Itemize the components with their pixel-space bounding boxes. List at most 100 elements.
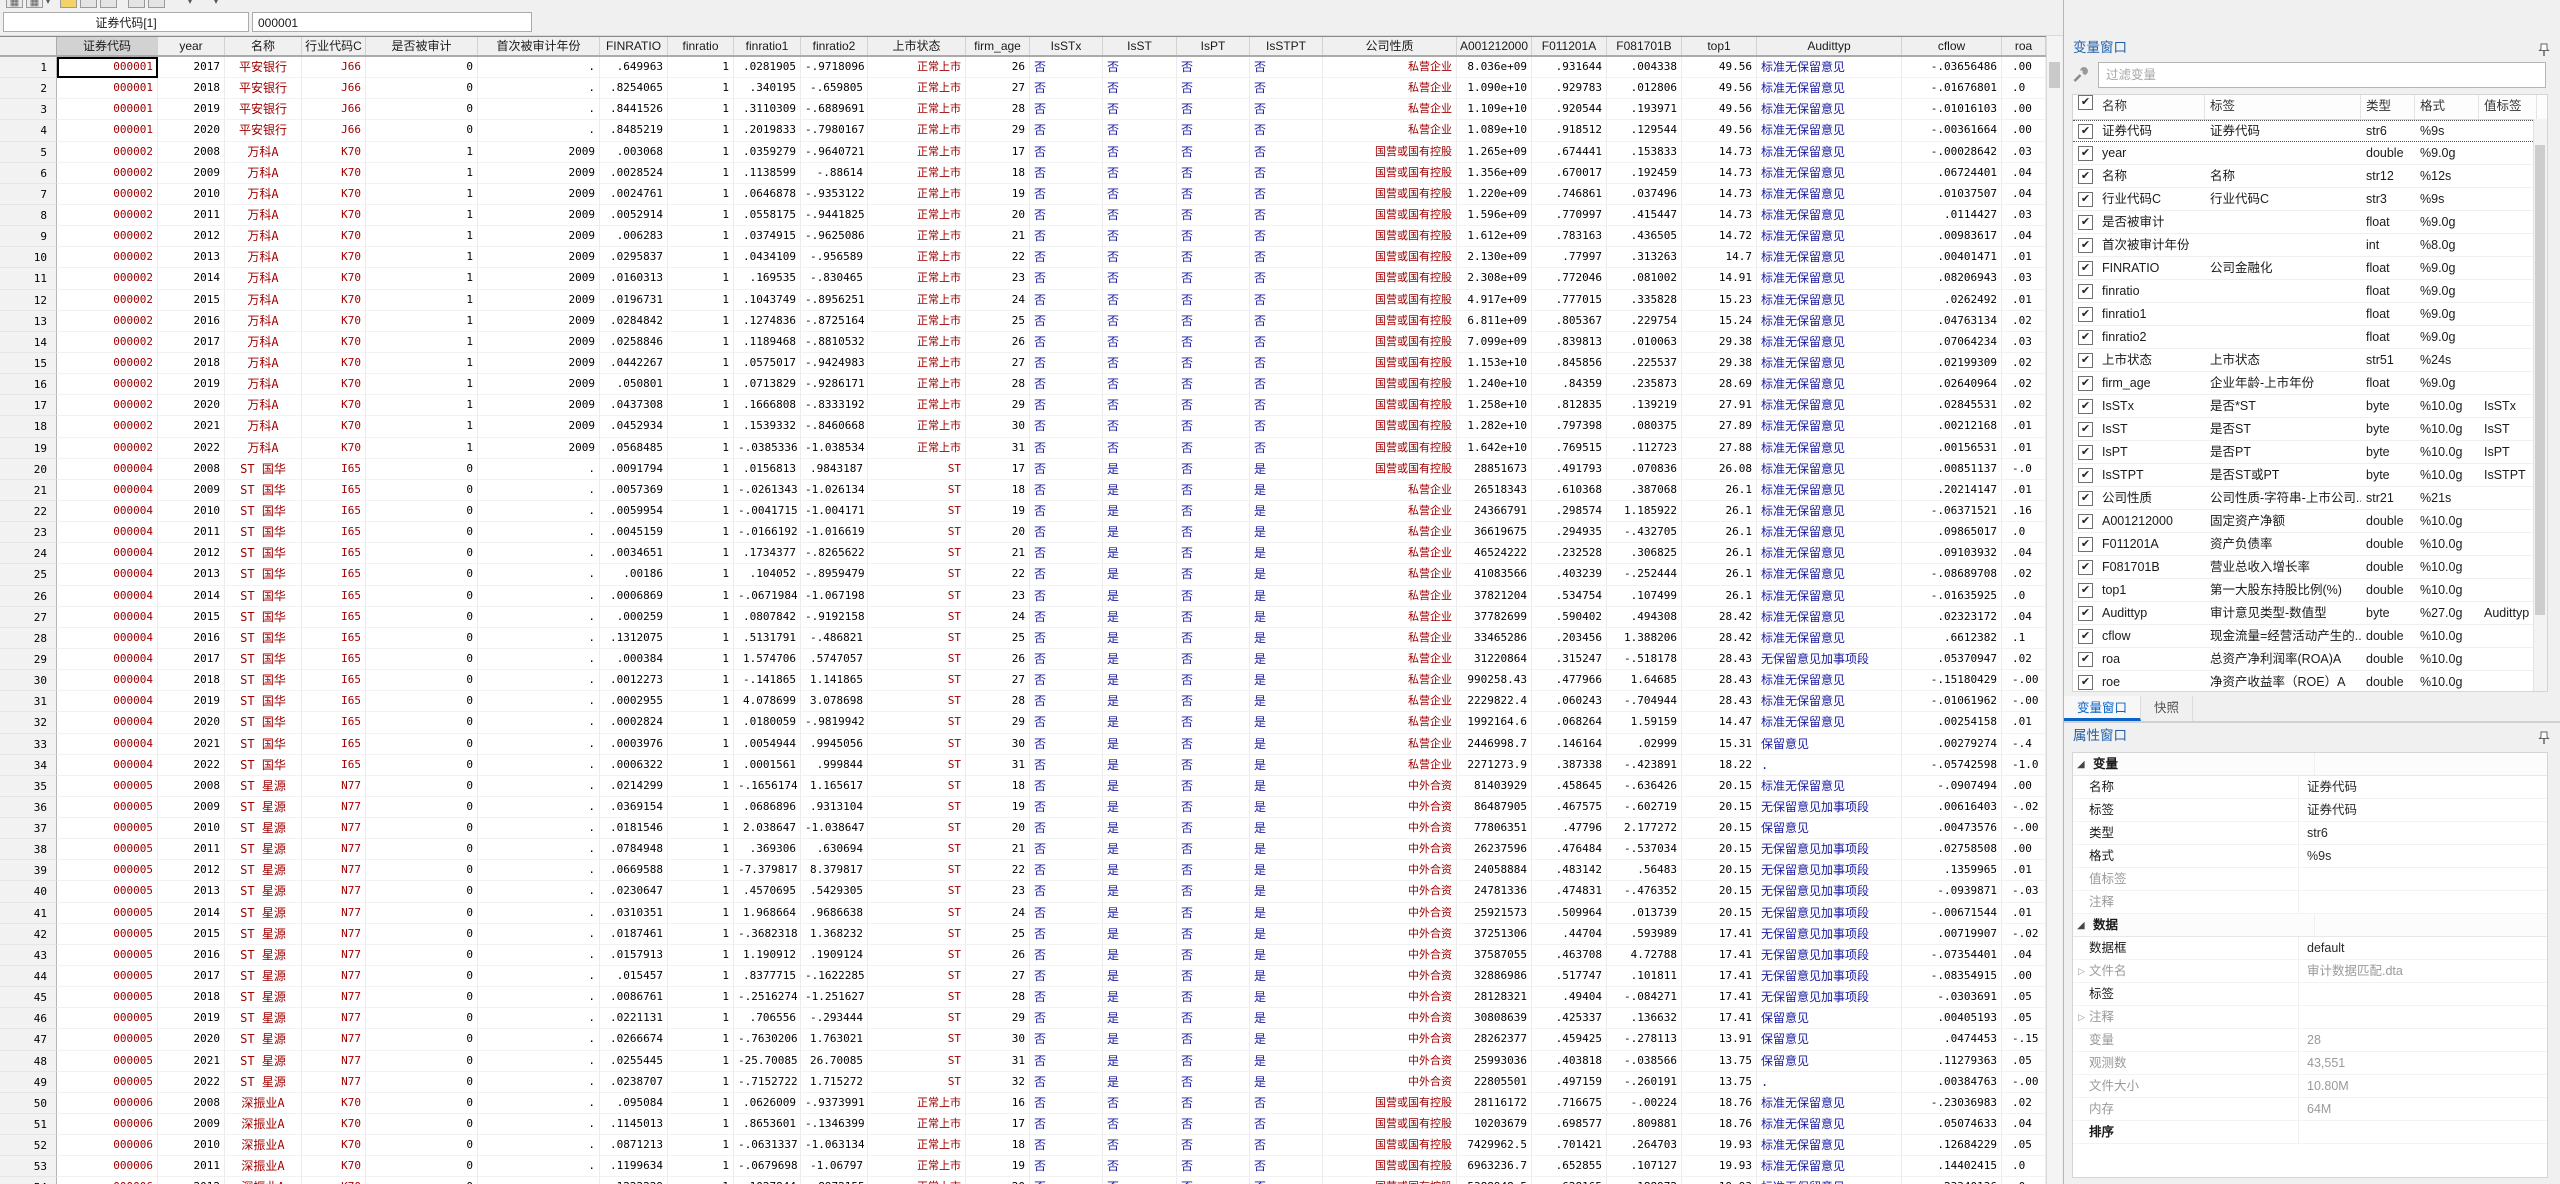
cell[interactable]: -.6889691 [801,99,868,121]
cell[interactable]: 2022 [158,437,225,459]
cell[interactable]: 24 [966,289,1030,311]
cell[interactable]: ST [868,712,966,734]
cell[interactable]: -.0679698 [734,1156,801,1178]
variable-checkbox[interactable]: ✔ [2078,214,2093,230]
cell[interactable]: J66 [302,78,366,100]
cell[interactable]: 46524222 [1457,543,1532,565]
cell[interactable]: .04 [2002,226,2046,248]
variable-checkbox[interactable]: ✔ [2078,306,2093,322]
cell[interactable]: .232528 [1532,543,1607,565]
cell[interactable]: 是 [1250,902,1323,924]
cell[interactable]: -.537034 [1607,839,1682,861]
cell[interactable]: 32886986 [1457,966,1532,988]
cell[interactable]: 2009 [478,141,600,163]
property-value[interactable] [2299,1121,2547,1143]
row-number[interactable]: 46 [0,1008,57,1030]
cell[interactable]: 正常上市 [868,289,966,311]
cell[interactable]: 否 [1250,120,1323,142]
cell[interactable]: 标准无保留意见 [1757,331,1902,353]
cell[interactable]: 1 [668,162,734,184]
cell[interactable]: 1 [366,268,478,290]
cell[interactable]: 25993036 [1457,1050,1532,1072]
cell[interactable]: ST [868,606,966,628]
cell[interactable]: 是 [1250,966,1323,988]
column-header-cflow[interactable]: cflow [1902,37,2002,55]
cell[interactable]: N77 [302,1071,366,1093]
cell[interactable]: N77 [302,881,366,903]
cell[interactable]: 否 [1250,289,1323,311]
cell[interactable]: 1 [668,458,734,480]
cell[interactable]: .387338 [1532,754,1607,776]
cell[interactable]: .509964 [1532,902,1607,924]
cell[interactable]: 20.15 [1682,881,1757,903]
cell[interactable]: 否 [1177,289,1250,311]
cell[interactable]: 2009 [478,226,600,248]
cell[interactable]: N77 [302,987,366,1009]
cell[interactable]: .483142 [1532,860,1607,882]
cell[interactable]: 22 [966,860,1030,882]
cell[interactable]: .04 [2002,944,2046,967]
cell[interactable]: 2020 [158,120,225,142]
cell[interactable]: 13.75 [1682,1071,1757,1093]
cell[interactable]: .436505 [1607,226,1682,248]
cell[interactable]: 标准无保留意见 [1757,141,1902,163]
cell[interactable]: K70 [302,1135,366,1157]
cell[interactable]: 31220864 [1457,648,1532,671]
table-icon[interactable]: ▦ [6,0,23,8]
cell[interactable]: 2019 [158,374,225,396]
cell[interactable]: 否 [1030,416,1103,438]
cell[interactable]: ST 星源 [225,944,302,967]
cell[interactable]: . [478,500,600,523]
cell[interactable]: 万科A [225,247,302,269]
cell[interactable]: -.00 [2002,670,2046,692]
cell[interactable]: .02 [2002,648,2046,671]
cell[interactable]: -1.0 [2002,754,2046,776]
cell[interactable]: 保留意见 [1757,733,1902,755]
cell[interactable]: .04 [2002,543,2046,565]
cell[interactable]: 私营企业 [1323,754,1457,776]
cell[interactable]: 37821204 [1457,585,1532,607]
row-number[interactable]: 7 [0,183,57,205]
cell[interactable]: 20.15 [1682,902,1757,924]
cell[interactable]: .0091794 [600,458,668,480]
cell[interactable]: 国营或国有控股 [1323,226,1457,248]
cell[interactable]: 否 [1030,1071,1103,1093]
cell[interactable]: 否 [1250,310,1323,332]
cell[interactable]: .1666808 [734,395,801,417]
cell[interactable]: .8653601 [734,1114,801,1136]
cell[interactable]: .0686896 [734,796,801,819]
row-number[interactable]: 23 [0,522,57,544]
cell[interactable]: .403818 [1532,1050,1607,1072]
cell[interactable]: 否 [1177,183,1250,205]
cell[interactable]: 31 [966,437,1030,459]
cell[interactable]: .649963 [600,57,668,79]
cell[interactable]: .0052914 [600,204,668,227]
cell[interactable]: 2011 [158,522,225,544]
cell[interactable]: 国营或国有控股 [1323,416,1457,438]
cell[interactable]: 000004 [57,564,158,586]
select-all-checkbox[interactable]: ✔ [2078,95,2093,110]
cell[interactable]: -.01016103 [1902,99,2002,121]
property-row-排序[interactable]: 排序 [2073,1121,2547,1144]
cell[interactable]: .0669588 [600,860,668,882]
column-header-finratio1[interactable]: finratio1 [734,37,801,55]
cell[interactable]: 否 [1103,1156,1177,1178]
cell[interactable]: .235873 [1607,374,1682,396]
cell[interactable]: N77 [302,796,366,819]
cell[interactable]: 是 [1250,648,1323,671]
cell[interactable]: 否 [1030,437,1103,459]
cell[interactable]: 1 [668,120,734,142]
cell[interactable]: -.0385336 [734,437,801,459]
cell[interactable]: I65 [302,691,366,713]
cell[interactable]: 20.15 [1682,796,1757,819]
row-number[interactable]: 49 [0,1071,57,1093]
cell[interactable]: .701421 [1532,1135,1607,1157]
cell[interactable]: 19.93 [1682,1135,1757,1157]
cell[interactable]: . [478,458,600,480]
cell[interactable]: 私营企业 [1323,627,1457,649]
cell[interactable]: ST [868,670,966,692]
cell[interactable]: J66 [302,57,366,79]
cell[interactable]: -.038566 [1607,1050,1682,1072]
cell[interactable]: 0 [366,606,478,628]
row-number[interactable]: 53 [0,1156,57,1178]
